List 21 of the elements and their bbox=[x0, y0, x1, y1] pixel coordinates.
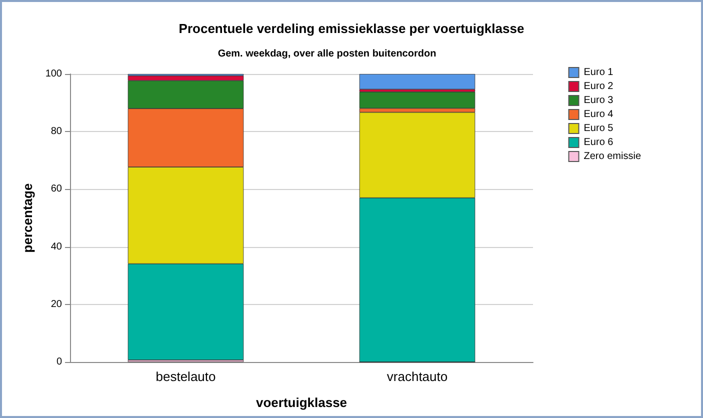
legend-label: Euro 6 bbox=[584, 137, 614, 148]
y-tick-label: 100 bbox=[45, 68, 62, 80]
y-tick-label: 80 bbox=[50, 126, 62, 138]
legend-label: Euro 1 bbox=[584, 67, 614, 78]
x-axis-title: voertuigklasse bbox=[256, 395, 348, 410]
legend-label: Euro 4 bbox=[584, 109, 614, 120]
y-tick-label: 20 bbox=[50, 298, 62, 310]
legend-label: Euro 2 bbox=[584, 81, 614, 92]
y-tick-label: 40 bbox=[50, 241, 62, 252]
bar bbox=[359, 92, 476, 108]
chart-subtitle: Gem. weekdag, over alle posten buitencordon bbox=[218, 48, 436, 60]
y-tick-label: 0 bbox=[56, 356, 62, 368]
x-tick-label: vrachtauto bbox=[386, 369, 448, 384]
y-tick-label: 60 bbox=[50, 184, 62, 195]
x-tick-label: bestelauto bbox=[156, 369, 216, 384]
legend-label: Euro 5 bbox=[584, 123, 614, 134]
legend-label: Zero emissie bbox=[584, 151, 642, 162]
legend-label: Euro 3 bbox=[584, 95, 614, 106]
y-axis-title: percentage bbox=[20, 183, 35, 253]
chart-title: Procentuele verdeling emissieklasse per voertuigklasse bbox=[178, 21, 524, 36]
bar bbox=[359, 74, 476, 90]
